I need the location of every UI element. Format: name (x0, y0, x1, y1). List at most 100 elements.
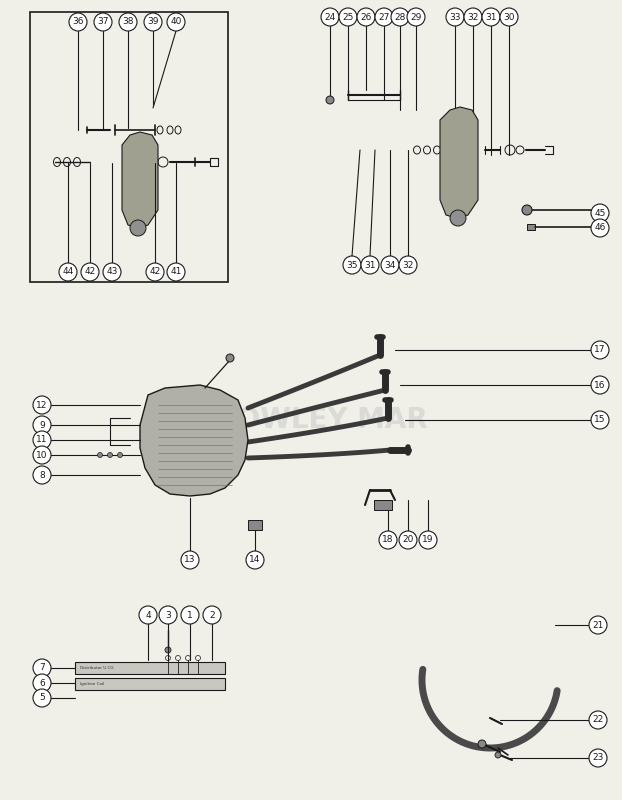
Bar (75, 662, 225, 674)
Text: 19: 19 (422, 535, 434, 545)
Text: 20: 20 (402, 535, 414, 545)
Text: 45: 45 (594, 209, 606, 218)
Text: 46: 46 (594, 223, 606, 233)
Text: 40: 40 (170, 18, 182, 26)
Text: 7: 7 (39, 663, 45, 673)
Circle shape (94, 13, 112, 31)
Circle shape (591, 204, 609, 222)
Text: 5: 5 (39, 694, 45, 702)
Text: 37: 37 (97, 18, 109, 26)
Polygon shape (122, 132, 158, 228)
Circle shape (589, 616, 607, 634)
Text: CROWLEY MAR: CROWLEY MAR (195, 406, 427, 434)
Circle shape (478, 740, 486, 748)
Bar (374, 500, 392, 510)
Text: 23: 23 (592, 754, 604, 762)
Circle shape (33, 674, 51, 692)
Circle shape (381, 256, 399, 274)
Circle shape (446, 8, 464, 26)
Circle shape (357, 8, 375, 26)
Text: 31: 31 (485, 13, 497, 22)
Circle shape (146, 263, 164, 281)
Text: 29: 29 (411, 13, 422, 22)
Circle shape (399, 256, 417, 274)
Circle shape (69, 13, 87, 31)
Text: Distributor U CG: Distributor U CG (80, 666, 114, 670)
Circle shape (375, 8, 393, 26)
Circle shape (144, 13, 162, 31)
Text: 8: 8 (39, 470, 45, 479)
Circle shape (450, 210, 466, 226)
Circle shape (343, 256, 361, 274)
Circle shape (591, 376, 609, 394)
Text: 31: 31 (364, 261, 376, 270)
Text: 39: 39 (147, 18, 159, 26)
Bar (75, 678, 225, 690)
Bar (527, 224, 535, 230)
Circle shape (246, 551, 264, 569)
Polygon shape (440, 107, 478, 218)
Circle shape (419, 531, 437, 549)
Text: 28: 28 (394, 13, 406, 22)
Circle shape (226, 354, 234, 362)
Text: 38: 38 (123, 18, 134, 26)
Text: 42: 42 (85, 267, 96, 277)
Circle shape (139, 606, 157, 624)
Circle shape (33, 689, 51, 707)
Circle shape (108, 453, 113, 458)
Text: 26: 26 (360, 13, 372, 22)
Circle shape (321, 8, 339, 26)
Text: 14: 14 (249, 555, 261, 565)
Text: 36: 36 (72, 18, 84, 26)
Text: 32: 32 (467, 13, 479, 22)
Text: 32: 32 (402, 261, 414, 270)
Circle shape (130, 220, 146, 236)
Circle shape (495, 752, 501, 758)
Text: 16: 16 (594, 381, 606, 390)
Circle shape (591, 341, 609, 359)
Text: 25: 25 (342, 13, 354, 22)
Circle shape (591, 411, 609, 429)
Circle shape (33, 396, 51, 414)
Circle shape (103, 263, 121, 281)
Text: 15: 15 (594, 415, 606, 425)
Text: 21: 21 (592, 621, 604, 630)
Text: 2: 2 (209, 610, 215, 619)
Circle shape (165, 647, 171, 653)
Text: 6: 6 (39, 678, 45, 687)
Text: 24: 24 (325, 13, 336, 22)
Circle shape (399, 531, 417, 549)
Circle shape (500, 8, 518, 26)
Bar (30, 12, 228, 282)
Circle shape (482, 8, 500, 26)
Circle shape (391, 8, 409, 26)
Text: 22: 22 (592, 715, 603, 725)
Circle shape (326, 96, 334, 104)
Text: 17: 17 (594, 346, 606, 354)
Circle shape (407, 8, 425, 26)
Text: 11: 11 (36, 435, 48, 445)
Circle shape (167, 263, 185, 281)
Circle shape (33, 431, 51, 449)
Text: 9: 9 (39, 421, 45, 430)
Text: 12: 12 (36, 401, 48, 410)
Circle shape (167, 13, 185, 31)
Text: 43: 43 (106, 267, 118, 277)
Text: 35: 35 (346, 261, 358, 270)
Text: 30: 30 (503, 13, 515, 22)
Circle shape (589, 711, 607, 729)
Text: 13: 13 (184, 555, 196, 565)
Text: 34: 34 (384, 261, 396, 270)
Circle shape (181, 606, 199, 624)
Bar (248, 520, 262, 530)
Circle shape (339, 8, 357, 26)
Circle shape (379, 531, 397, 549)
Text: 18: 18 (383, 535, 394, 545)
Circle shape (203, 606, 221, 624)
Circle shape (181, 551, 199, 569)
Circle shape (33, 466, 51, 484)
Circle shape (522, 205, 532, 215)
Circle shape (33, 659, 51, 677)
Text: Ignition Coil: Ignition Coil (80, 682, 104, 686)
Text: 3: 3 (165, 610, 171, 619)
